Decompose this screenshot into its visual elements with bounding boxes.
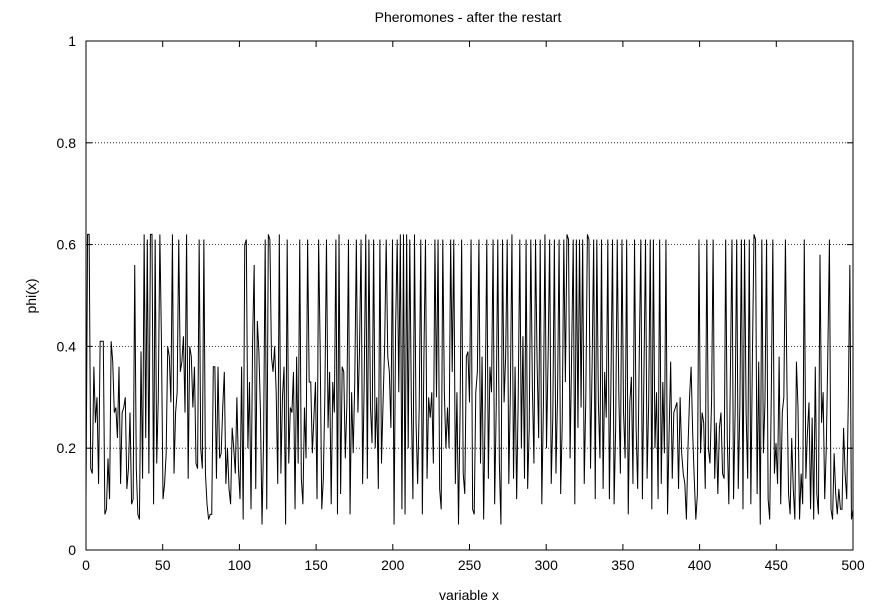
x-tick-label: 0 — [82, 557, 90, 573]
series-line — [85, 233, 854, 525]
x-tick-label: 100 — [228, 557, 252, 573]
x-tick-labels: 0 50 100 150 200 250 300 350 400 450 500 — [82, 557, 865, 573]
y-tick-label: 0.4 — [57, 338, 77, 354]
x-tick-label: 300 — [535, 557, 559, 573]
y-tick-label: 0.8 — [57, 135, 77, 151]
x-axis-label: variable x — [439, 587, 499, 603]
y-tick-labels: 0 0.2 0.4 0.6 0.8 1 — [57, 33, 77, 558]
x-tick-label: 350 — [611, 557, 635, 573]
y-tick-label: 1 — [68, 33, 76, 49]
y-tick-label: 0 — [68, 542, 76, 558]
series-layer — [85, 233, 854, 525]
y-tick-label: 0.2 — [57, 440, 77, 456]
chart-title: Pheromones - after the restart — [375, 9, 562, 25]
x-tick-label: 500 — [841, 557, 865, 573]
x-tick-label: 50 — [155, 557, 171, 573]
x-tick-label: 250 — [458, 557, 482, 573]
axis-ticks — [85, 40, 854, 551]
x-tick-label: 450 — [765, 557, 789, 573]
x-tick-label: 200 — [381, 557, 405, 573]
y-axis-label: phi(x) — [23, 278, 39, 313]
y-tick-label: 0.6 — [57, 237, 77, 253]
x-tick-label: 150 — [304, 557, 328, 573]
x-tick-label: 400 — [688, 557, 712, 573]
